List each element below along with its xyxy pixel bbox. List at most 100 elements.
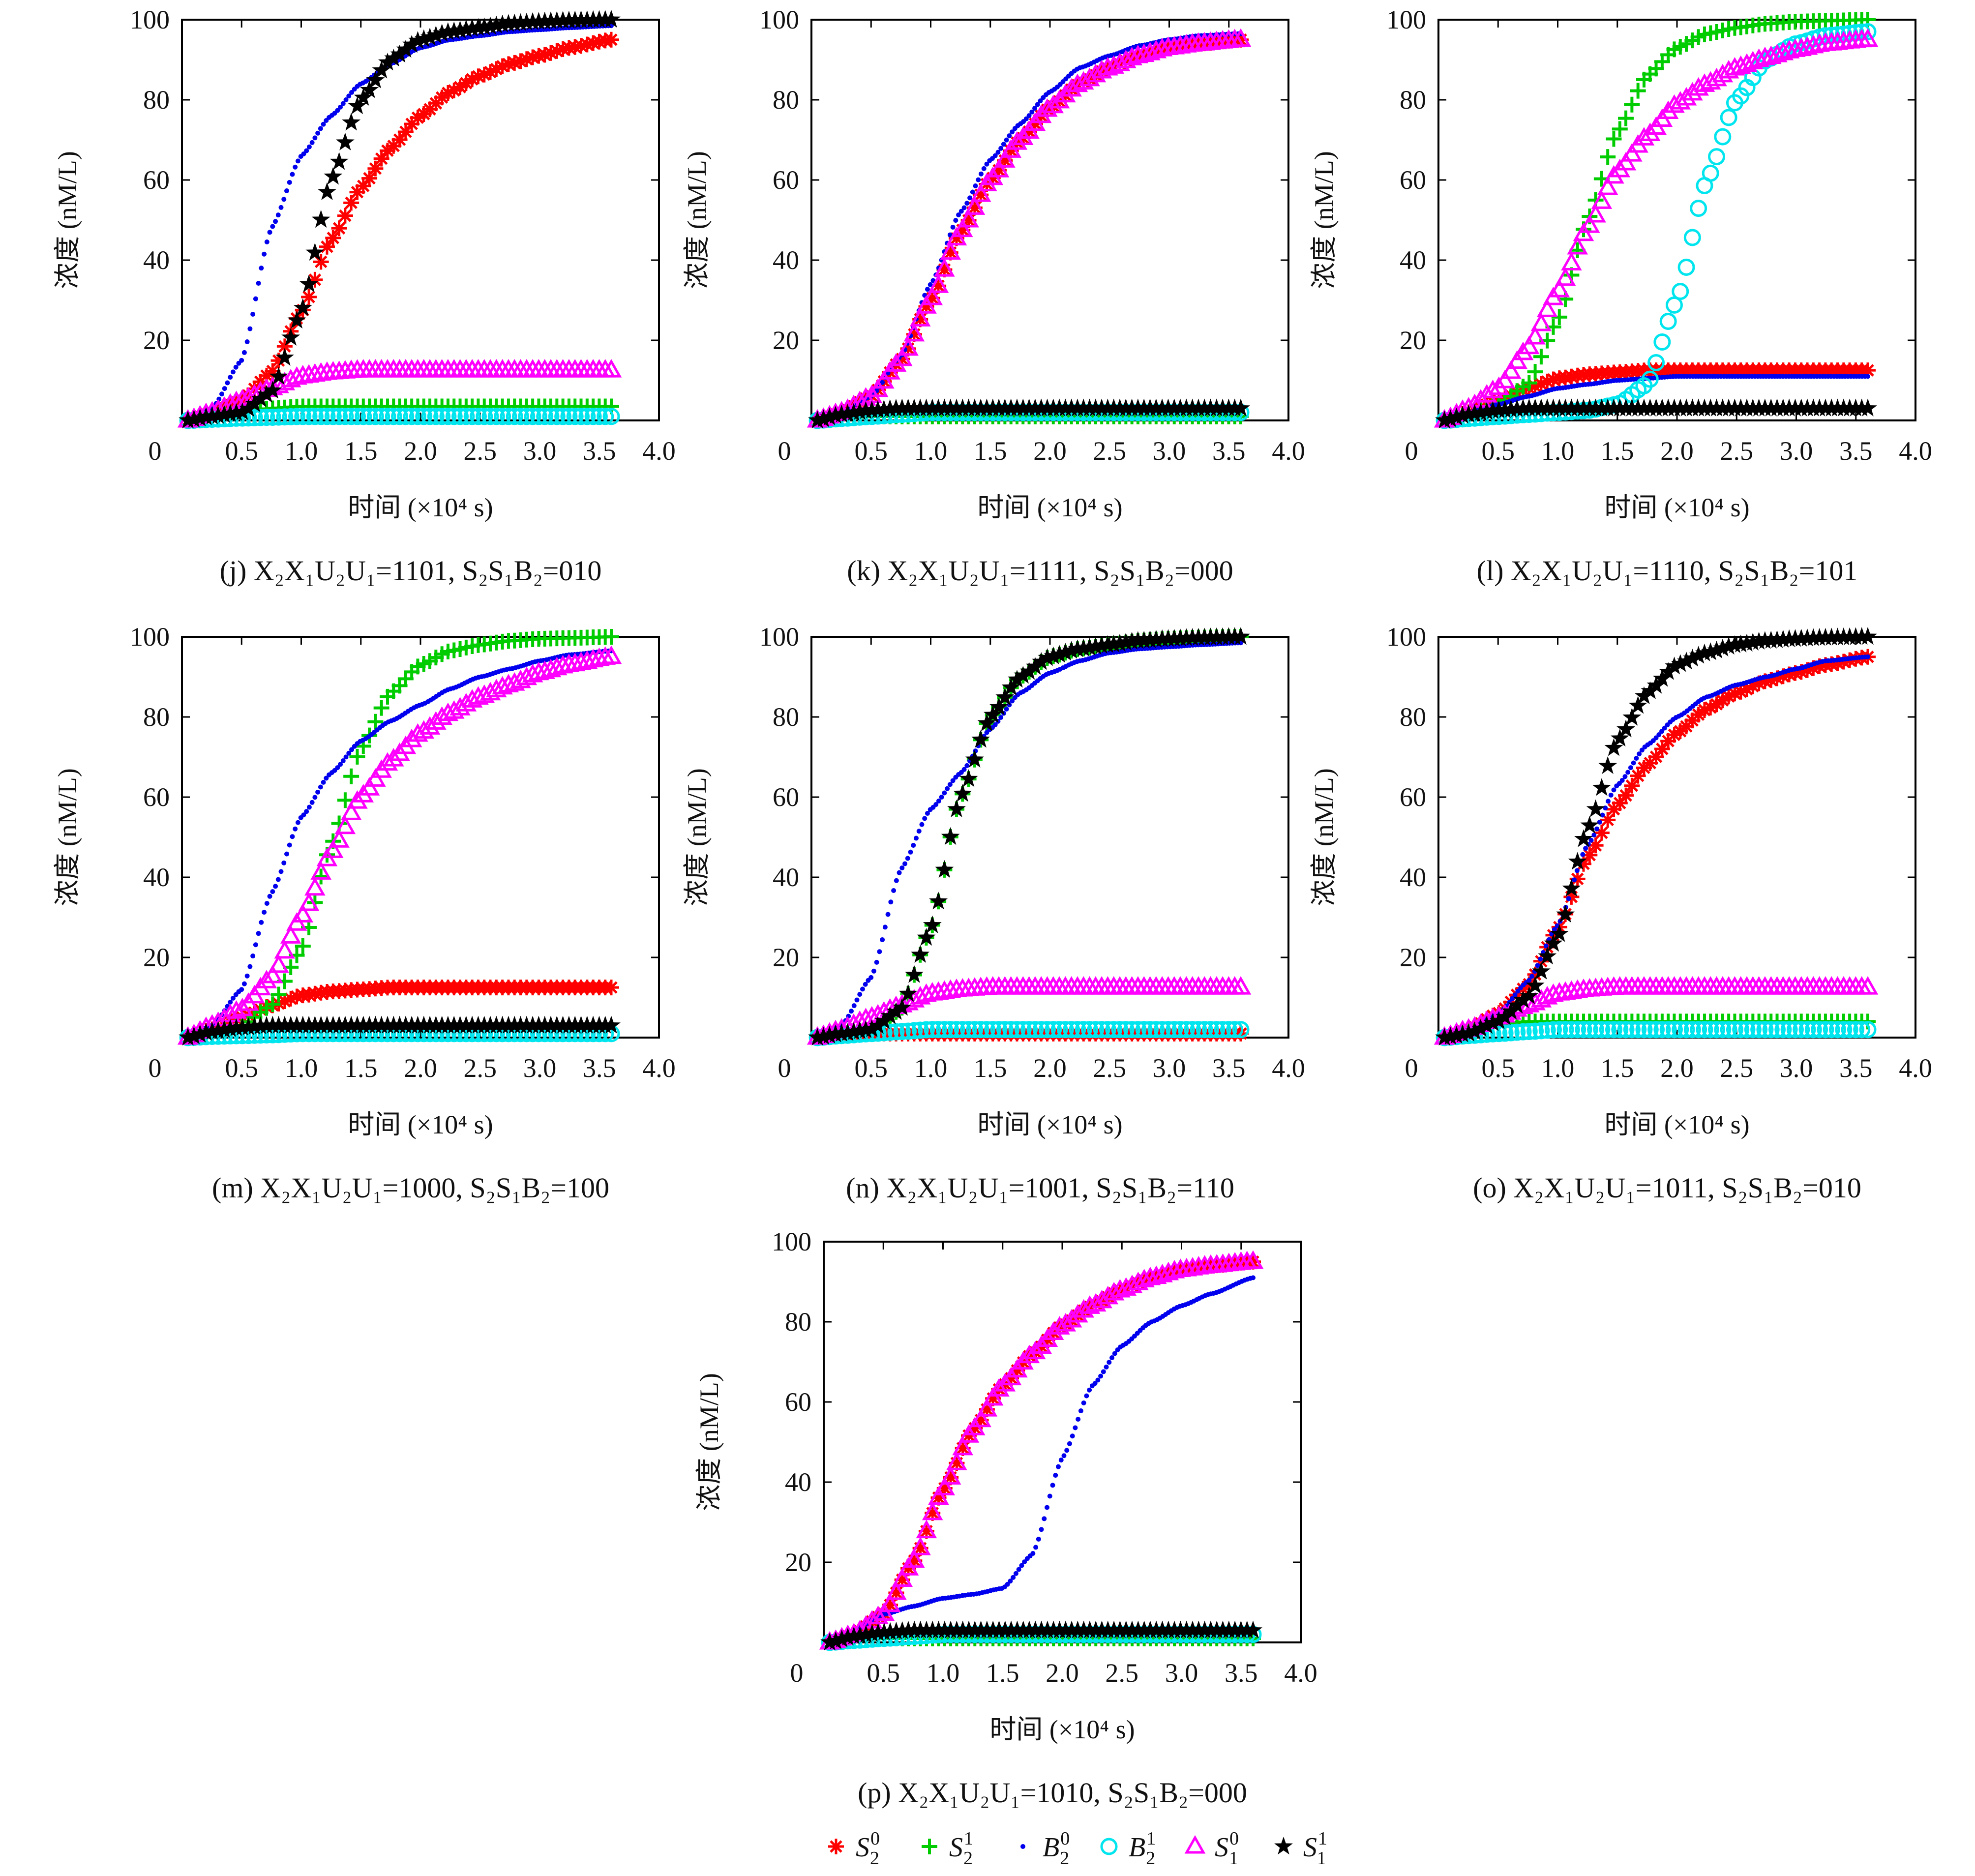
series-point-S20 bbox=[276, 338, 293, 355]
series-point-B20 bbox=[295, 158, 300, 164]
x-tick-label: 1.0 bbox=[927, 1658, 960, 1688]
series-point-S21 bbox=[337, 792, 353, 808]
series-point-S11 bbox=[1586, 799, 1605, 817]
series-point-S20 bbox=[404, 116, 420, 132]
series-point-S11 bbox=[1477, 402, 1496, 420]
series-point-S20 bbox=[1793, 664, 1809, 680]
series-point-B21 bbox=[524, 408, 541, 425]
series-point-S10 bbox=[383, 748, 404, 767]
series-point-B20 bbox=[349, 747, 354, 752]
series-point-B20 bbox=[318, 126, 323, 131]
series-point-S11 bbox=[293, 298, 312, 316]
series-point-S20 bbox=[991, 162, 1007, 179]
series-point-B20 bbox=[278, 869, 284, 874]
chart-panel-l: 0 0.5 1.0 1.5 2.0 2.5 3.0 3.5 4.0 20 40 60 80 100 时间 (… bbox=[1309, 5, 1932, 587]
series-point-S10 bbox=[262, 964, 283, 983]
series-point-S10 bbox=[268, 954, 289, 973]
series-point-B21 bbox=[500, 408, 517, 425]
series-point-S11 bbox=[1610, 728, 1629, 747]
legend-marker-S21 bbox=[922, 1839, 937, 1854]
series-point-B21 bbox=[1847, 1021, 1864, 1039]
series-point-S10 bbox=[292, 904, 314, 923]
series-point-S11 bbox=[1441, 409, 1460, 427]
series-point-B21 bbox=[1690, 1021, 1707, 1039]
series-point-S20 bbox=[1733, 684, 1749, 700]
x-axis-label: 时间 (×10⁴ s) bbox=[1604, 493, 1749, 522]
series-point-S20 bbox=[1751, 675, 1767, 691]
series-point-B21 bbox=[252, 409, 269, 426]
series-point-B20 bbox=[335, 108, 340, 113]
series-point-B20 bbox=[259, 266, 264, 271]
series-point-B21 bbox=[1811, 1021, 1828, 1039]
series-point-S11 bbox=[1707, 640, 1726, 658]
series-point-S11 bbox=[214, 405, 234, 423]
series-point-S20 bbox=[397, 123, 414, 140]
series-point-B21 bbox=[1220, 1021, 1237, 1039]
series-point-S11 bbox=[983, 705, 1002, 723]
series-point-S11 bbox=[184, 410, 204, 428]
series-point-B21 bbox=[1008, 1021, 1026, 1039]
series-point-B21 bbox=[312, 408, 330, 425]
series-point-S11 bbox=[311, 209, 330, 228]
series-point-B20 bbox=[1104, 1364, 1109, 1370]
x-tick-label: 4.0 bbox=[1272, 436, 1305, 466]
series-point-B21 bbox=[1641, 1021, 1659, 1039]
series-point-B20 bbox=[958, 208, 964, 214]
y-tick-label: 60 bbox=[785, 1387, 811, 1417]
series-point-S20 bbox=[942, 244, 958, 261]
series-point-S11 bbox=[1019, 662, 1039, 680]
x-tick-label: 0 bbox=[149, 436, 162, 466]
series-point-S10 bbox=[1067, 1304, 1088, 1323]
x-tick-label: 1.0 bbox=[285, 1053, 318, 1083]
series-point-S11 bbox=[408, 31, 427, 49]
series-point-B20 bbox=[973, 183, 978, 189]
series-point-B20 bbox=[854, 997, 860, 1003]
series-point-B21 bbox=[1823, 1021, 1840, 1039]
series-point-B20 bbox=[253, 296, 258, 301]
series-point-S11 bbox=[832, 1629, 851, 1647]
series-point-B21 bbox=[935, 1021, 953, 1039]
series-point-S11 bbox=[1538, 947, 1557, 965]
series-point-S11 bbox=[456, 20, 476, 38]
series-point-S20 bbox=[930, 278, 947, 294]
series-point-S11 bbox=[1634, 686, 1653, 704]
series-point-B21 bbox=[512, 408, 530, 425]
series-point-B21 bbox=[911, 1021, 929, 1039]
series-point-B21 bbox=[451, 408, 469, 425]
series-point-S20 bbox=[276, 993, 293, 1009]
series-point-B20 bbox=[349, 89, 354, 95]
series-point-S10 bbox=[1591, 190, 1613, 209]
series-point-B21 bbox=[1804, 1021, 1822, 1039]
series-S20 bbox=[822, 1253, 1261, 1650]
x-tick-label: 0 bbox=[790, 1658, 804, 1688]
series-point-B20 bbox=[1047, 1493, 1052, 1499]
series-point-B20 bbox=[281, 197, 287, 202]
series-point-B20 bbox=[888, 899, 894, 905]
series-point-B21 bbox=[554, 408, 572, 425]
series-point-B20 bbox=[933, 802, 939, 807]
series-point-S11 bbox=[1086, 637, 1105, 655]
series-point-S20 bbox=[325, 230, 341, 246]
series-point-B21 bbox=[427, 408, 445, 425]
series-point-S11 bbox=[1435, 1028, 1454, 1046]
series-point-B20 bbox=[1029, 109, 1035, 115]
series-point-B20 bbox=[947, 782, 953, 787]
series-point-S20 bbox=[966, 200, 983, 216]
x-tick-label: 0.5 bbox=[225, 436, 259, 466]
series-point-S10 bbox=[928, 1486, 949, 1505]
series-point-S20 bbox=[440, 85, 456, 101]
series-point-S21 bbox=[603, 629, 619, 645]
series-point-B21 bbox=[403, 408, 420, 425]
y-tick-label: 20 bbox=[773, 943, 799, 972]
series-point-S11 bbox=[893, 1621, 912, 1639]
y-axis-label: 浓度 (nM/L) bbox=[1309, 151, 1339, 289]
series-S10 bbox=[819, 1250, 1264, 1650]
series-point-B21 bbox=[1659, 313, 1677, 330]
series-S10 bbox=[807, 28, 1252, 428]
series-point-B21 bbox=[348, 408, 366, 425]
series-point-B20 bbox=[1035, 102, 1040, 107]
series-point-S21 bbox=[1527, 364, 1543, 380]
series-point-S11 bbox=[475, 17, 494, 35]
series-point-S20 bbox=[319, 238, 335, 255]
series-point-S11 bbox=[929, 892, 948, 910]
